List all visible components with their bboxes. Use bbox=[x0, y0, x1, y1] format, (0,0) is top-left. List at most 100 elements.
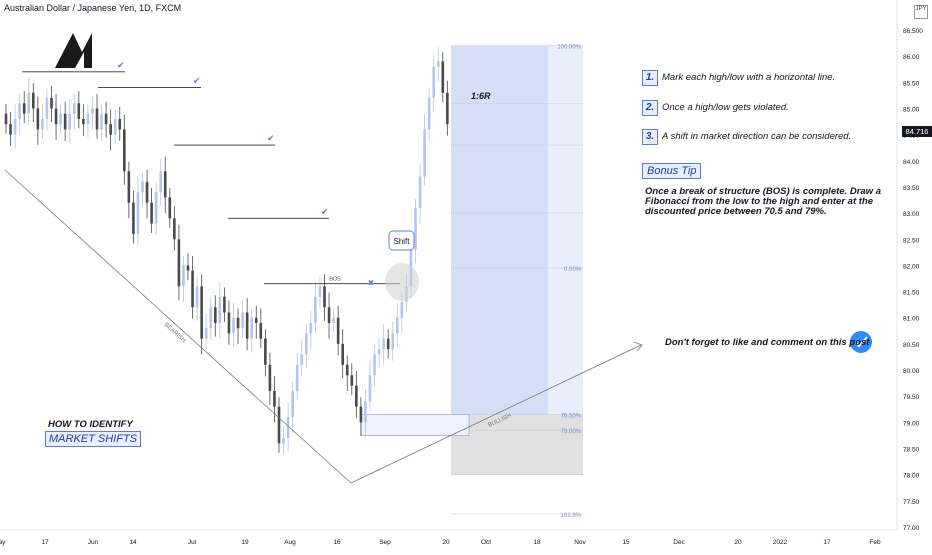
candle-body bbox=[259, 322, 263, 339]
time-tick-label: Dec bbox=[673, 539, 685, 546]
fib-level-label: 70.50% bbox=[561, 414, 582, 420]
candle-body bbox=[45, 98, 49, 119]
step-1-number: 1. bbox=[642, 70, 658, 86]
price-tick-label: 79.50 bbox=[903, 394, 920, 401]
price-tick-label: 81.50 bbox=[903, 290, 920, 297]
candle-body bbox=[300, 354, 304, 365]
price-tick-label: 78.00 bbox=[903, 473, 920, 480]
candle-body bbox=[318, 286, 322, 297]
candle-body bbox=[345, 364, 349, 376]
candle-body bbox=[177, 239, 181, 287]
step-2-text: Once a high/low gets violated. bbox=[662, 102, 789, 113]
time-tick-label: 16 bbox=[333, 539, 341, 546]
step-1-text: Mark each high/low with a horizontal lin… bbox=[662, 72, 836, 83]
candle-body bbox=[154, 192, 158, 224]
risk-zone bbox=[451, 414, 583, 475]
bullish-trendline bbox=[350, 344, 642, 484]
candle-body bbox=[382, 338, 385, 350]
time-tick-label: 17 bbox=[41, 539, 49, 546]
shift-label: Shift bbox=[393, 237, 410, 246]
candle-body bbox=[182, 265, 185, 287]
candle-body bbox=[282, 438, 285, 444]
verified-badge-icon bbox=[850, 331, 872, 353]
price-tick-label: 77.50 bbox=[903, 499, 920, 506]
candle-body bbox=[59, 113, 62, 125]
price-tick-label: 85.50 bbox=[903, 80, 920, 87]
candle-body bbox=[273, 390, 276, 407]
candle-body bbox=[245, 312, 249, 339]
time-tick-label: Jul bbox=[188, 539, 197, 546]
candle-body bbox=[218, 296, 222, 323]
candle-body bbox=[163, 171, 167, 198]
time-tick-label: Oct bbox=[481, 539, 491, 546]
time-tick-label: 17 bbox=[823, 539, 831, 546]
price-tick-label: 80.50 bbox=[903, 342, 920, 349]
candle-body bbox=[41, 118, 44, 130]
fib-level-label: 0.00% bbox=[564, 267, 582, 273]
candle-body bbox=[432, 66, 435, 99]
step-3-text: A shift in market direction can be consi… bbox=[662, 131, 852, 142]
candle-body bbox=[314, 296, 317, 323]
check-icon: ✔ bbox=[321, 207, 329, 217]
risk-reward-label: 1:6R bbox=[471, 91, 491, 101]
candle-body bbox=[332, 317, 335, 323]
candle-body bbox=[141, 181, 144, 193]
candle-body bbox=[50, 98, 53, 109]
price-tick-label: 82.50 bbox=[903, 237, 920, 244]
candle-body bbox=[113, 118, 117, 135]
candle-body bbox=[355, 385, 358, 407]
candle-body bbox=[295, 364, 299, 391]
candle-body bbox=[323, 286, 326, 308]
candle-body bbox=[286, 417, 290, 439]
candle-body bbox=[150, 202, 153, 224]
step-2-number: 2. bbox=[642, 100, 658, 116]
candle-body bbox=[132, 202, 135, 235]
price-tick-label: 83.00 bbox=[903, 211, 920, 218]
candle-body bbox=[123, 129, 126, 172]
bearish-trendline bbox=[4, 169, 352, 484]
candle-body bbox=[341, 343, 344, 365]
howto-title: HOW TO IDENTIFY bbox=[48, 419, 133, 430]
candle-body bbox=[209, 307, 213, 329]
last-price-tag: 84.716 bbox=[902, 126, 932, 137]
candle-body bbox=[305, 333, 308, 355]
shift-highlight bbox=[385, 263, 419, 301]
check-icon: ✔ bbox=[193, 77, 201, 87]
fib-level-label: 161.8% bbox=[561, 513, 582, 519]
time-tick-label: 20 bbox=[442, 539, 450, 546]
candle-body bbox=[254, 317, 258, 323]
shift-callout bbox=[388, 230, 415, 251]
candle-body bbox=[91, 108, 94, 114]
candle-body bbox=[168, 197, 172, 219]
candle-body bbox=[54, 108, 58, 125]
candle-body bbox=[200, 286, 203, 339]
candle-body bbox=[145, 181, 149, 203]
candle-body bbox=[268, 364, 272, 391]
candle-body bbox=[414, 207, 417, 250]
candle-body bbox=[32, 92, 35, 109]
candle-body bbox=[236, 317, 240, 329]
candle-body bbox=[250, 317, 253, 339]
candle-body bbox=[127, 171, 131, 203]
time-tick-label: 2022 bbox=[773, 539, 788, 546]
candle-body bbox=[95, 108, 99, 130]
time-tick-label: Nov bbox=[574, 539, 586, 546]
price-tick-label: 79.00 bbox=[903, 420, 920, 427]
currency-badge: JPY bbox=[914, 5, 928, 19]
candle-body bbox=[327, 307, 331, 323]
candle-body bbox=[391, 333, 395, 350]
candle-body bbox=[427, 98, 431, 130]
candle-body bbox=[77, 103, 81, 119]
cross-icon: ✖ bbox=[368, 279, 375, 288]
candle-body bbox=[159, 171, 162, 193]
candle-body bbox=[418, 176, 422, 208]
candle-body bbox=[63, 113, 67, 130]
price-tick-label: 86.00 bbox=[903, 54, 920, 61]
candle-body bbox=[173, 218, 176, 240]
time-tick-label: 15 bbox=[622, 539, 630, 546]
time-tick-label: ay bbox=[0, 539, 6, 546]
step-3-number: 3. bbox=[642, 129, 658, 145]
bullish-arrowhead bbox=[633, 341, 643, 352]
